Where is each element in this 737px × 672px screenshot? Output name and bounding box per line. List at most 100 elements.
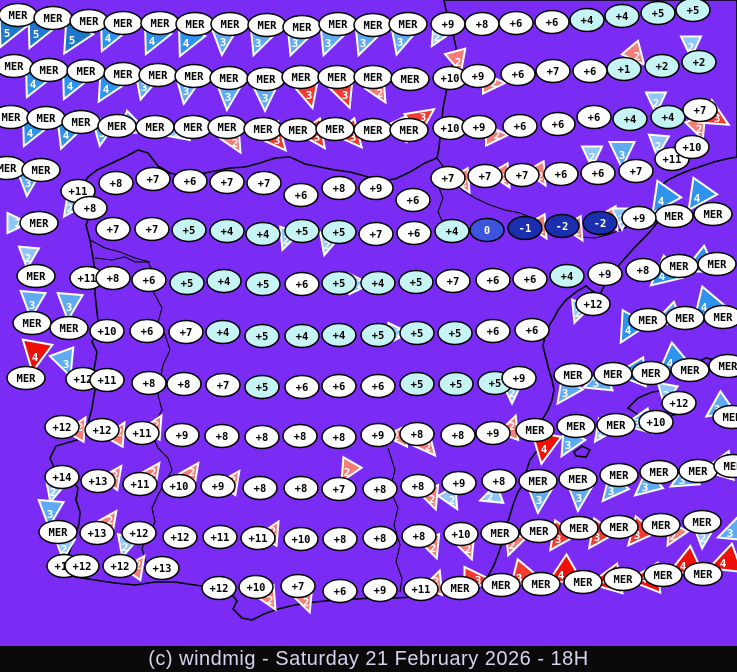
sea-sector-label: MER xyxy=(114,18,134,30)
temperature-value: +2 xyxy=(693,57,706,69)
sea-sector-label: MER xyxy=(639,315,659,327)
temperature-value: +10 xyxy=(452,529,471,541)
temperature-value: +6 xyxy=(555,169,568,181)
sea-sector-label: MER xyxy=(614,574,634,586)
sea-sector-label: MER xyxy=(400,125,420,137)
temperature-value: +6 xyxy=(524,274,537,286)
sea-sector-label: MER xyxy=(40,65,60,77)
sea-sector-label: MER xyxy=(642,368,662,380)
wind-force-label: 2 xyxy=(598,427,605,440)
sea-sector-marker: MER xyxy=(16,263,56,289)
temperature-marker: +4 xyxy=(569,7,605,33)
sea-sector-marker: MER xyxy=(210,11,250,37)
temperature-marker: +7 xyxy=(246,170,282,196)
sea-sector-label: MER xyxy=(530,526,550,538)
wind-force-label: 5 xyxy=(33,28,40,41)
temperature-marker: +5 xyxy=(321,219,357,245)
temperature-marker: +9 xyxy=(360,422,396,448)
temperature-marker: +9 xyxy=(358,175,394,201)
wind-force-label: 3 xyxy=(325,37,332,50)
temperature-value: +5 xyxy=(489,378,502,390)
temperature-value: +8 xyxy=(107,273,120,285)
sea-sector-label: MER xyxy=(399,19,419,31)
sea-sector-marker: MER xyxy=(481,572,521,598)
wind-force-label: 2 xyxy=(303,596,310,609)
sea-sector-label: MER xyxy=(326,124,346,136)
sea-sector-marker: MER xyxy=(697,251,737,277)
temperature-marker: +4 xyxy=(612,106,648,132)
sea-sector-marker: MER xyxy=(665,305,705,331)
wind-force-label: 3 xyxy=(274,134,281,147)
sea-sector-label: MER xyxy=(30,218,50,230)
sea-sector-label: MER xyxy=(329,19,349,31)
temperature-value: +5 xyxy=(256,382,269,394)
sea-sector-marker: MER xyxy=(603,566,643,592)
wind-force-label: 3 xyxy=(306,89,313,102)
temperature-value: +6 xyxy=(184,176,197,188)
wind-force-label: 3 xyxy=(727,527,734,540)
temperature-value: +8 xyxy=(295,483,308,495)
wind-force-label: 3 xyxy=(63,358,70,371)
temperature-marker: +6 xyxy=(396,220,432,246)
temperature-marker: +8 xyxy=(321,175,357,201)
wind-force-label: 4 xyxy=(667,357,674,370)
temperature-marker: +8 xyxy=(322,526,358,552)
sea-sector-marker: MER xyxy=(703,304,737,330)
temperature-value: +4 xyxy=(221,226,234,238)
temperature-value: +6 xyxy=(512,69,525,81)
sea-sector-marker: MER xyxy=(21,157,61,183)
sea-sector-label: MER xyxy=(681,365,701,377)
temperature-value: +12 xyxy=(171,532,190,544)
wind-force-label: 3 xyxy=(292,37,299,50)
temperature-marker: +6 xyxy=(129,318,165,344)
footer-caption: (c) windmig - Saturday 21 February 2026 … xyxy=(148,647,589,670)
wind-triangle: 2 xyxy=(443,47,467,75)
temperature-value: +6 xyxy=(510,18,523,30)
temperature-value: -1 xyxy=(519,223,532,235)
sea-sector-label: MER xyxy=(607,420,627,432)
wind-triangle: 2 xyxy=(17,245,41,271)
temperature-marker: +6 xyxy=(580,160,616,186)
temperature-value: +5 xyxy=(372,330,385,342)
temperature-marker: +13 xyxy=(80,468,116,494)
temperature-marker: +6 xyxy=(543,161,579,187)
sea-sector-marker: MER xyxy=(97,113,137,139)
temperature-value: +5 xyxy=(183,225,196,237)
temperature-marker: +9 xyxy=(587,261,623,287)
temperature-value: +8 xyxy=(334,534,347,546)
temperature-marker: +6 xyxy=(284,271,320,297)
sea-sector-label: MER xyxy=(151,18,171,30)
temperature-value: +6 xyxy=(334,586,347,598)
temperature-value: +9 xyxy=(599,269,612,281)
wind-force-label: 2 xyxy=(433,575,440,588)
wind-force-label: 2 xyxy=(509,387,516,400)
temperature-value: +7 xyxy=(516,170,529,182)
wind-force-label: 2 xyxy=(575,307,582,320)
temperature-value: +13 xyxy=(153,563,172,575)
temperature-value: +6 xyxy=(141,326,154,338)
temperature-value: +4 xyxy=(372,278,385,290)
temperature-value: +6 xyxy=(584,66,597,78)
temperature-marker: +10 xyxy=(674,134,710,160)
temperature-marker: +7 xyxy=(280,573,316,599)
wind-force-label: 2 xyxy=(700,532,707,545)
temperature-value: +12 xyxy=(130,528,149,540)
sea-sector-label: MER xyxy=(254,124,274,136)
sea-sector-label: MER xyxy=(218,122,238,134)
wind-force-label: 2 xyxy=(425,441,432,454)
wind-triangle: 3 xyxy=(37,498,66,530)
temperature-value: +7 xyxy=(221,177,234,189)
sea-sector-label: MER xyxy=(80,16,100,28)
wind-force-label: 3 xyxy=(619,149,626,162)
wind-force-label: 2 xyxy=(15,217,22,230)
sea-sector-marker: MER xyxy=(683,561,723,587)
sea-sector-marker: MER xyxy=(353,64,393,90)
temperature-marker: +4 xyxy=(205,319,241,345)
temperature-marker: +10 xyxy=(161,473,197,499)
temperature-value: +11 xyxy=(412,584,431,596)
temperature-value: +9 xyxy=(472,71,485,83)
temperature-marker: +8 xyxy=(72,195,108,221)
temperature-value: +7 xyxy=(258,178,271,190)
temperature-marker: +12 xyxy=(201,575,237,601)
